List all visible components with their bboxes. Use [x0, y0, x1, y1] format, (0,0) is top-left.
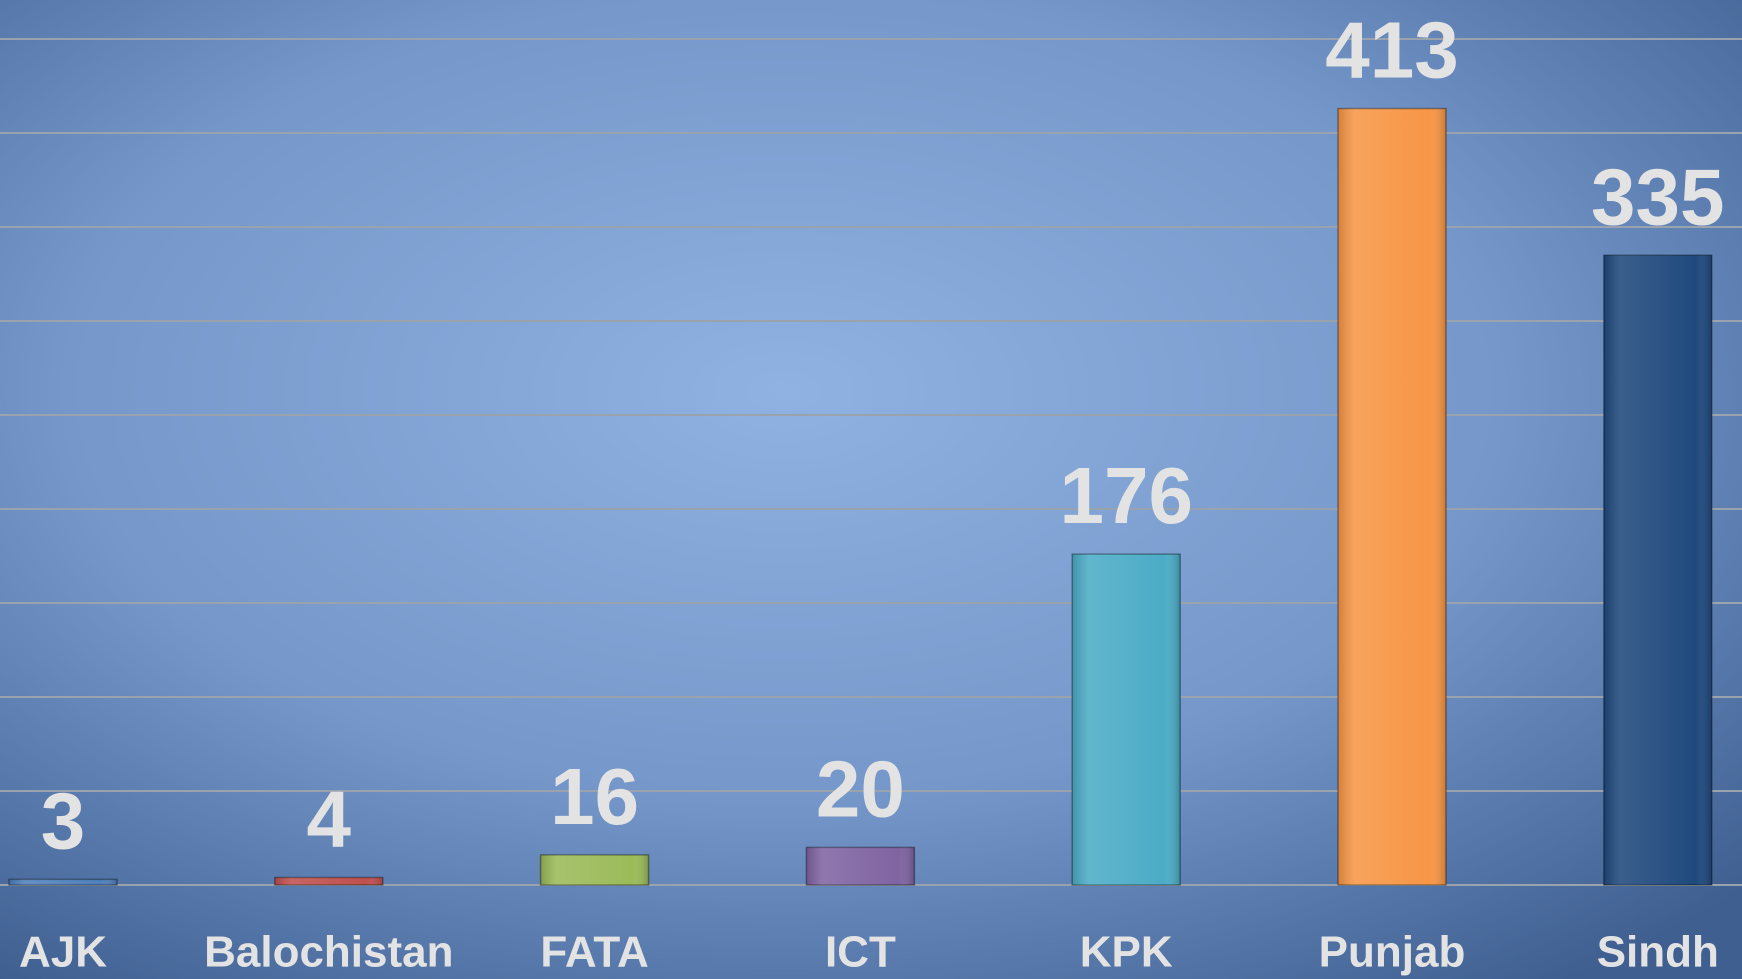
value-label: 16	[550, 752, 639, 841]
value-label: 335	[1591, 152, 1724, 241]
value-label: 4	[307, 775, 352, 864]
bar-shade	[1072, 554, 1181, 885]
bar-shade	[9, 879, 117, 885]
x-tick-label: KPK	[1080, 928, 1173, 977]
bar-shade	[540, 854, 649, 885]
bar-shade	[1603, 255, 1712, 885]
value-label: 176	[1059, 451, 1192, 540]
value-label: 3	[41, 776, 86, 865]
value-label: 20	[816, 745, 905, 834]
x-tick-label: Sindh	[1597, 928, 1719, 977]
x-tick-label: FATA	[540, 928, 648, 977]
x-tick-label: Balochistan	[204, 928, 453, 977]
x-tick-label: AJK	[19, 928, 107, 977]
bar-shade	[274, 877, 383, 885]
x-tick-label: ICT	[825, 928, 896, 977]
bar-shade	[806, 847, 915, 885]
bar-shade	[1338, 108, 1446, 885]
value-label: 413	[1325, 6, 1458, 95]
x-tick-label: Punjab	[1319, 928, 1466, 977]
